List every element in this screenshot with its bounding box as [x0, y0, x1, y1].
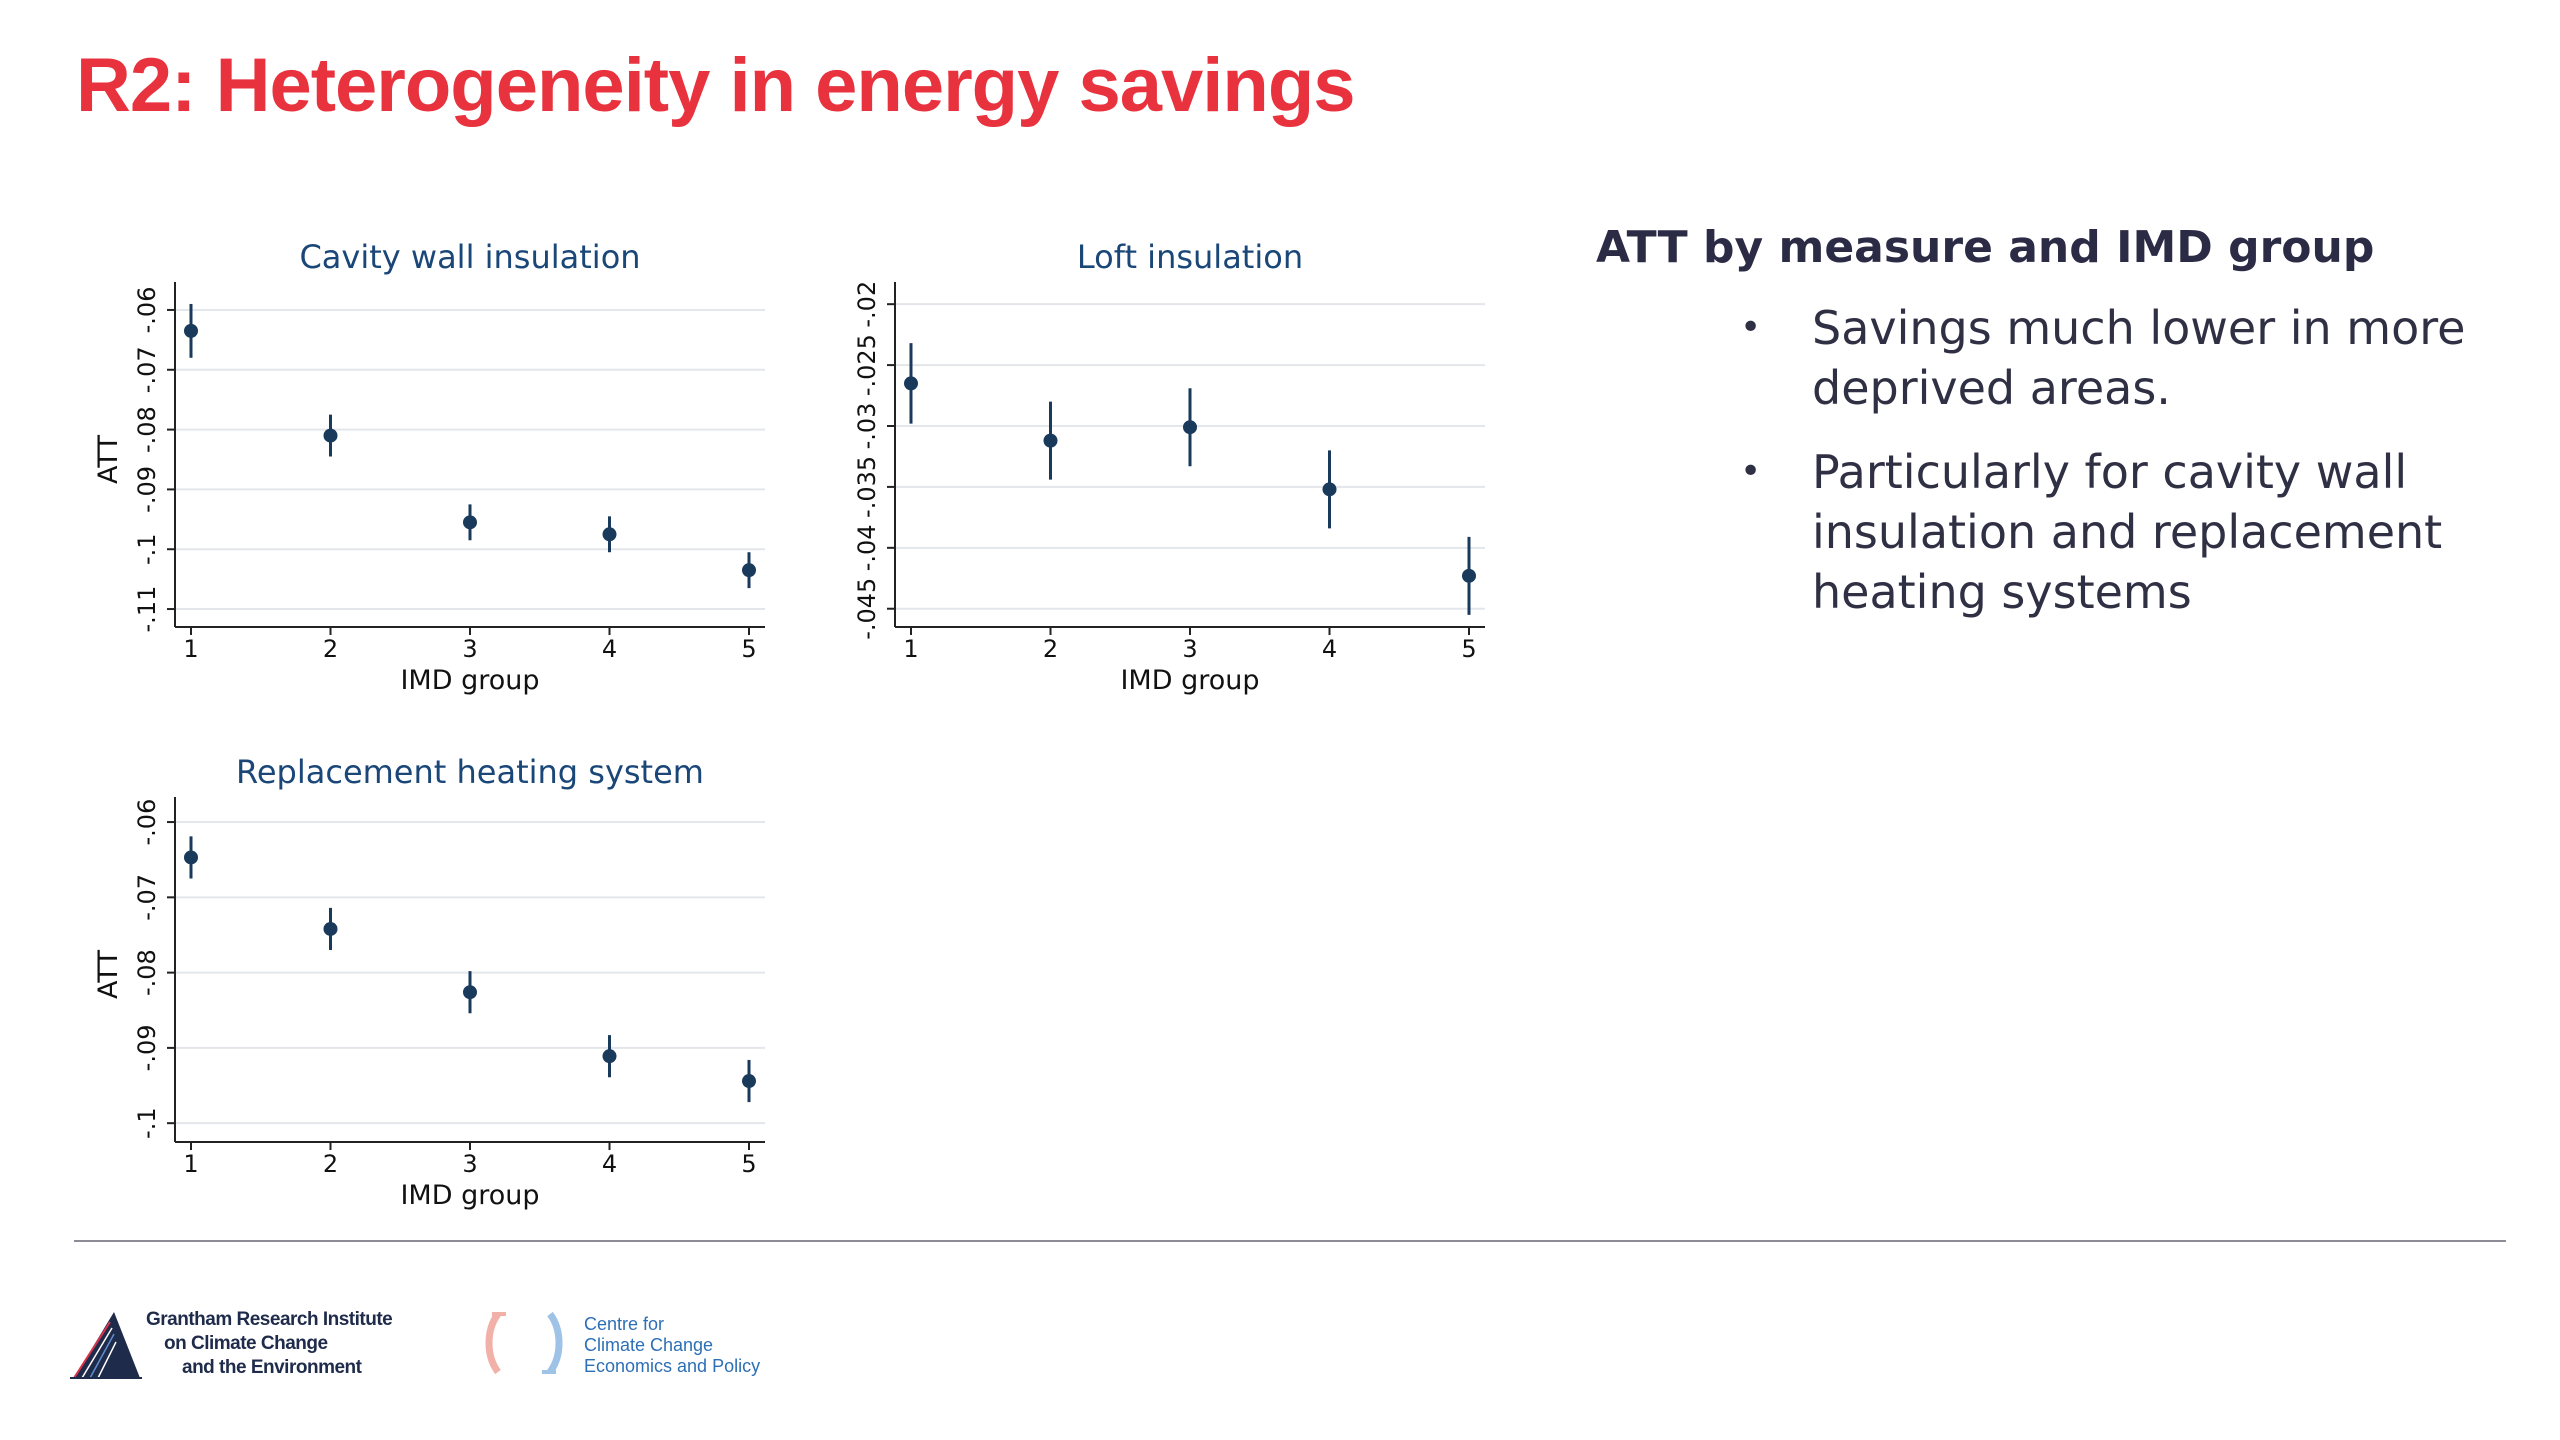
x-tick-label: 1 [183, 635, 198, 663]
bullet-list: Savings much lower in more deprived area… [1740, 298, 2520, 646]
y-tick-label: -.09 [133, 1024, 161, 1071]
x-tick-label: 4 [1322, 635, 1337, 663]
grantham-institute-logo: Grantham Research Institute on Climate C… [70, 1300, 430, 1390]
data-point [1183, 420, 1197, 435]
data-point [742, 1074, 756, 1089]
x-axis-title: IMD group [1120, 665, 1259, 696]
y-tick-label: -.045 [853, 578, 881, 640]
x-tick-label: 1 [183, 1150, 198, 1178]
data-point [323, 428, 338, 443]
chart-title: Loft insulation [1077, 238, 1303, 276]
data-point [602, 527, 617, 542]
x-tick-label: 2 [1043, 635, 1058, 663]
data-point [184, 850, 198, 865]
data-point [1322, 482, 1337, 497]
chart-cavity-wall-insulation: Cavity wall insulation -.11 -.1 -.09 -.08 -.0… [93, 238, 765, 696]
data-point [463, 985, 477, 1000]
x-tick-label: 5 [1461, 635, 1476, 663]
data-point [602, 1049, 617, 1064]
x-tick-label: 5 [741, 635, 756, 663]
footer-divider [74, 1240, 2506, 1242]
chart-replacement-heating-system: Replacement heating system -.1 -.09 -.08 -.0… [93, 753, 765, 1211]
y-tick-label: -.02 [853, 281, 881, 328]
slide-title: R2: Heterogeneity in energy savings [76, 43, 1356, 128]
x-tick-label: 3 [462, 635, 477, 663]
y-tick-label: -.03 [853, 403, 881, 450]
data-point [323, 921, 338, 936]
y-axis-title: ATT [93, 435, 124, 484]
x-axis-title: IMD group [400, 665, 539, 696]
y-tick-label: -.06 [133, 287, 161, 334]
y-tick-label: -.025 [853, 334, 881, 396]
x-tick-label: 5 [741, 1150, 756, 1178]
x-axis-title: IMD group [400, 1180, 539, 1211]
y-tick-label: -.07 [133, 874, 161, 921]
y-tick-label: -.1 [133, 1107, 161, 1139]
y-axis-title: ATT [93, 950, 124, 999]
y-tick-label: -.11 [133, 586, 161, 633]
y-tick-label: -.035 [853, 456, 881, 518]
data-point [904, 376, 918, 391]
x-tick-label: 1 [903, 635, 918, 663]
x-tick-label: 3 [462, 1150, 477, 1178]
y-tick-label: -.07 [133, 346, 161, 393]
logo-line: and the Environment [182, 1357, 362, 1378]
x-tick-label: 3 [1182, 635, 1197, 663]
grantham-mark-icon [70, 1312, 142, 1379]
logo-line: Centre for [584, 1314, 665, 1334]
logo-line: on Climate Change [164, 1333, 328, 1354]
x-tick-label: 4 [602, 1150, 617, 1178]
bullet-item: Particularly for cavity wall insulation … [1740, 442, 2520, 622]
bullet-item: Savings much lower in more deprived area… [1740, 298, 2520, 418]
chart-loft-insulation: Loft insulation-.045-.04-.035-.03-.025-.… [853, 238, 1485, 696]
y-tick-label: -.04 [853, 524, 881, 571]
x-tick-label: 2 [323, 635, 338, 663]
logo-line: Grantham Research Institute [146, 1309, 393, 1330]
data-point [1043, 433, 1058, 448]
data-point [1462, 568, 1476, 583]
y-tick-label: -.06 [133, 799, 161, 846]
x-tick-label: 2 [323, 1150, 338, 1178]
data-point [463, 515, 477, 530]
data-point [742, 563, 756, 578]
cccep-mark-icon [485, 1311, 563, 1375]
y-tick-label: -.09 [133, 466, 161, 513]
x-tick-label: 4 [602, 635, 617, 663]
y-tick-label: -.08 [133, 949, 161, 996]
chart-title: Cavity wall insulation [299, 238, 640, 276]
logo-line: Economics and Policy [584, 1356, 761, 1376]
section-heading: ATT by measure and IMD group [1596, 222, 2375, 273]
y-tick-label: -.1 [133, 533, 161, 565]
y-tick-label: -.08 [133, 406, 161, 453]
chart-title: Replacement heating system [236, 753, 704, 791]
logo-line: Climate Change [584, 1335, 714, 1355]
data-point [184, 323, 198, 338]
cccep-logo: Centre for Climate Change Economics and … [484, 1304, 804, 1384]
